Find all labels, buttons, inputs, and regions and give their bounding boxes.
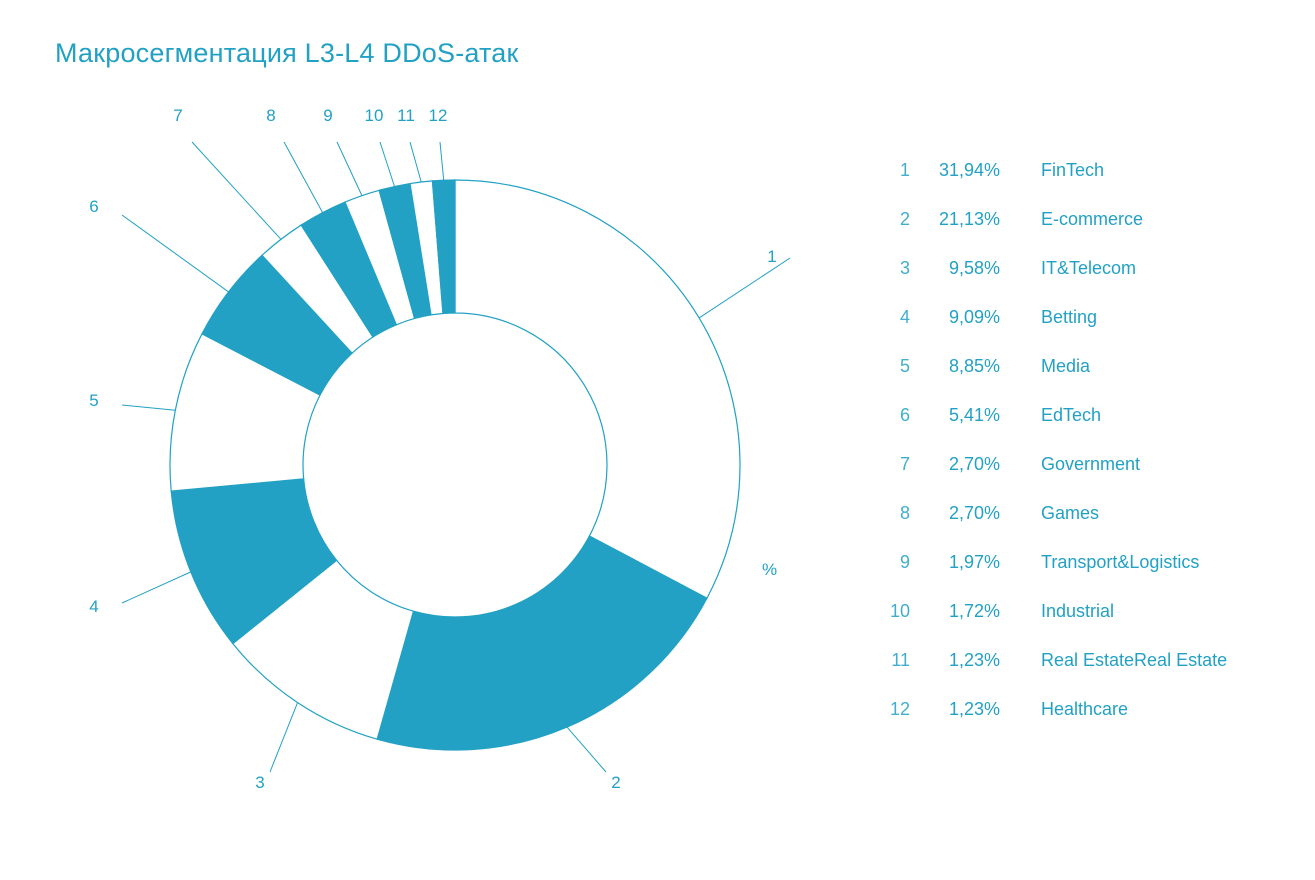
legend-number: 5	[899, 356, 910, 376]
legend-value: 1,23%	[948, 650, 1000, 670]
legend-value: 8,85%	[948, 356, 1000, 376]
legend-number: 12	[889, 699, 910, 719]
unit-label: %	[762, 560, 778, 579]
legend-number: 11	[891, 650, 910, 670]
leader-line-8	[283, 141, 324, 213]
legend-name: Betting	[1041, 307, 1098, 327]
leader-line-10	[379, 141, 395, 187]
legend-value: 1,72%	[948, 601, 1000, 621]
callout-label-4: 4	[89, 597, 98, 616]
callout-label-8: 8	[266, 106, 275, 125]
legend-value: 2,70%	[948, 454, 1000, 474]
leader-line-7	[191, 141, 282, 240]
leader-line-9	[336, 141, 363, 196]
leader-line-6	[121, 214, 229, 293]
legend-value: 2,70%	[948, 503, 1000, 523]
legend-value: 9,09%	[948, 307, 1000, 327]
legend-number: 1	[899, 160, 910, 180]
chart-title: Макросегментация L3-L4 DDoS-атак	[55, 38, 519, 68]
legend-name: FinTech	[1041, 160, 1105, 180]
callout-label-11: 11	[397, 106, 415, 125]
callout-label-9: 9	[323, 106, 332, 125]
donut-slice-2	[376, 535, 708, 751]
callout-label-2: 2	[611, 773, 620, 792]
callout-label-1: 1	[767, 247, 776, 266]
legend-number: 3	[899, 258, 910, 278]
donut-slices	[169, 179, 741, 751]
legend-name: Industrial	[1041, 601, 1115, 621]
callout-label-3: 3	[255, 773, 264, 792]
legend-number: 10	[889, 601, 910, 621]
legend-number: 8	[899, 503, 910, 523]
legend-value: 5,41%	[948, 405, 1000, 425]
legend-number: 9	[899, 552, 910, 572]
callout-label-7: 7	[173, 106, 182, 125]
leader-line-12	[439, 141, 445, 181]
leader-line-3	[269, 702, 299, 773]
legend-name: Games	[1041, 503, 1100, 523]
legend-name: Healthcare	[1041, 699, 1129, 719]
donut-slice-12	[431, 179, 456, 315]
legend-number: 7	[899, 454, 910, 474]
legend-name: Media	[1041, 356, 1091, 376]
legend-name: IT&Telecom	[1041, 258, 1137, 278]
leader-line-2	[566, 726, 607, 773]
leader-line-11	[409, 141, 422, 183]
callout-label-6: 6	[89, 197, 98, 216]
legend-value: 1,23%	[948, 699, 1000, 719]
legend-value: 31,94%	[938, 160, 1000, 180]
callout-label-10: 10	[365, 106, 384, 125]
legend-name: Government	[1041, 454, 1141, 474]
legend-name: E-commerce	[1041, 209, 1144, 229]
donut-slice-1	[454, 179, 741, 600]
leader-line-4	[121, 571, 192, 604]
legend-value: 1,97%	[948, 552, 1000, 572]
leader-line-1	[698, 257, 791, 319]
legend-number: 2	[899, 209, 910, 229]
legend-value: 9,58%	[948, 258, 1000, 278]
legend-name: EdTech	[1041, 405, 1102, 425]
legend-name: Real EstateReal Estate	[1041, 650, 1228, 670]
leader-line-5	[121, 404, 176, 411]
legend-value: 21,13%	[938, 209, 1000, 229]
callout-label-5: 5	[89, 391, 98, 410]
legend-number: 4	[899, 307, 910, 327]
legend-name: Transport&Logistics	[1041, 552, 1200, 572]
leader-lines	[121, 141, 791, 773]
callout-label-12: 12	[429, 106, 448, 125]
legend-number: 6	[899, 405, 910, 425]
